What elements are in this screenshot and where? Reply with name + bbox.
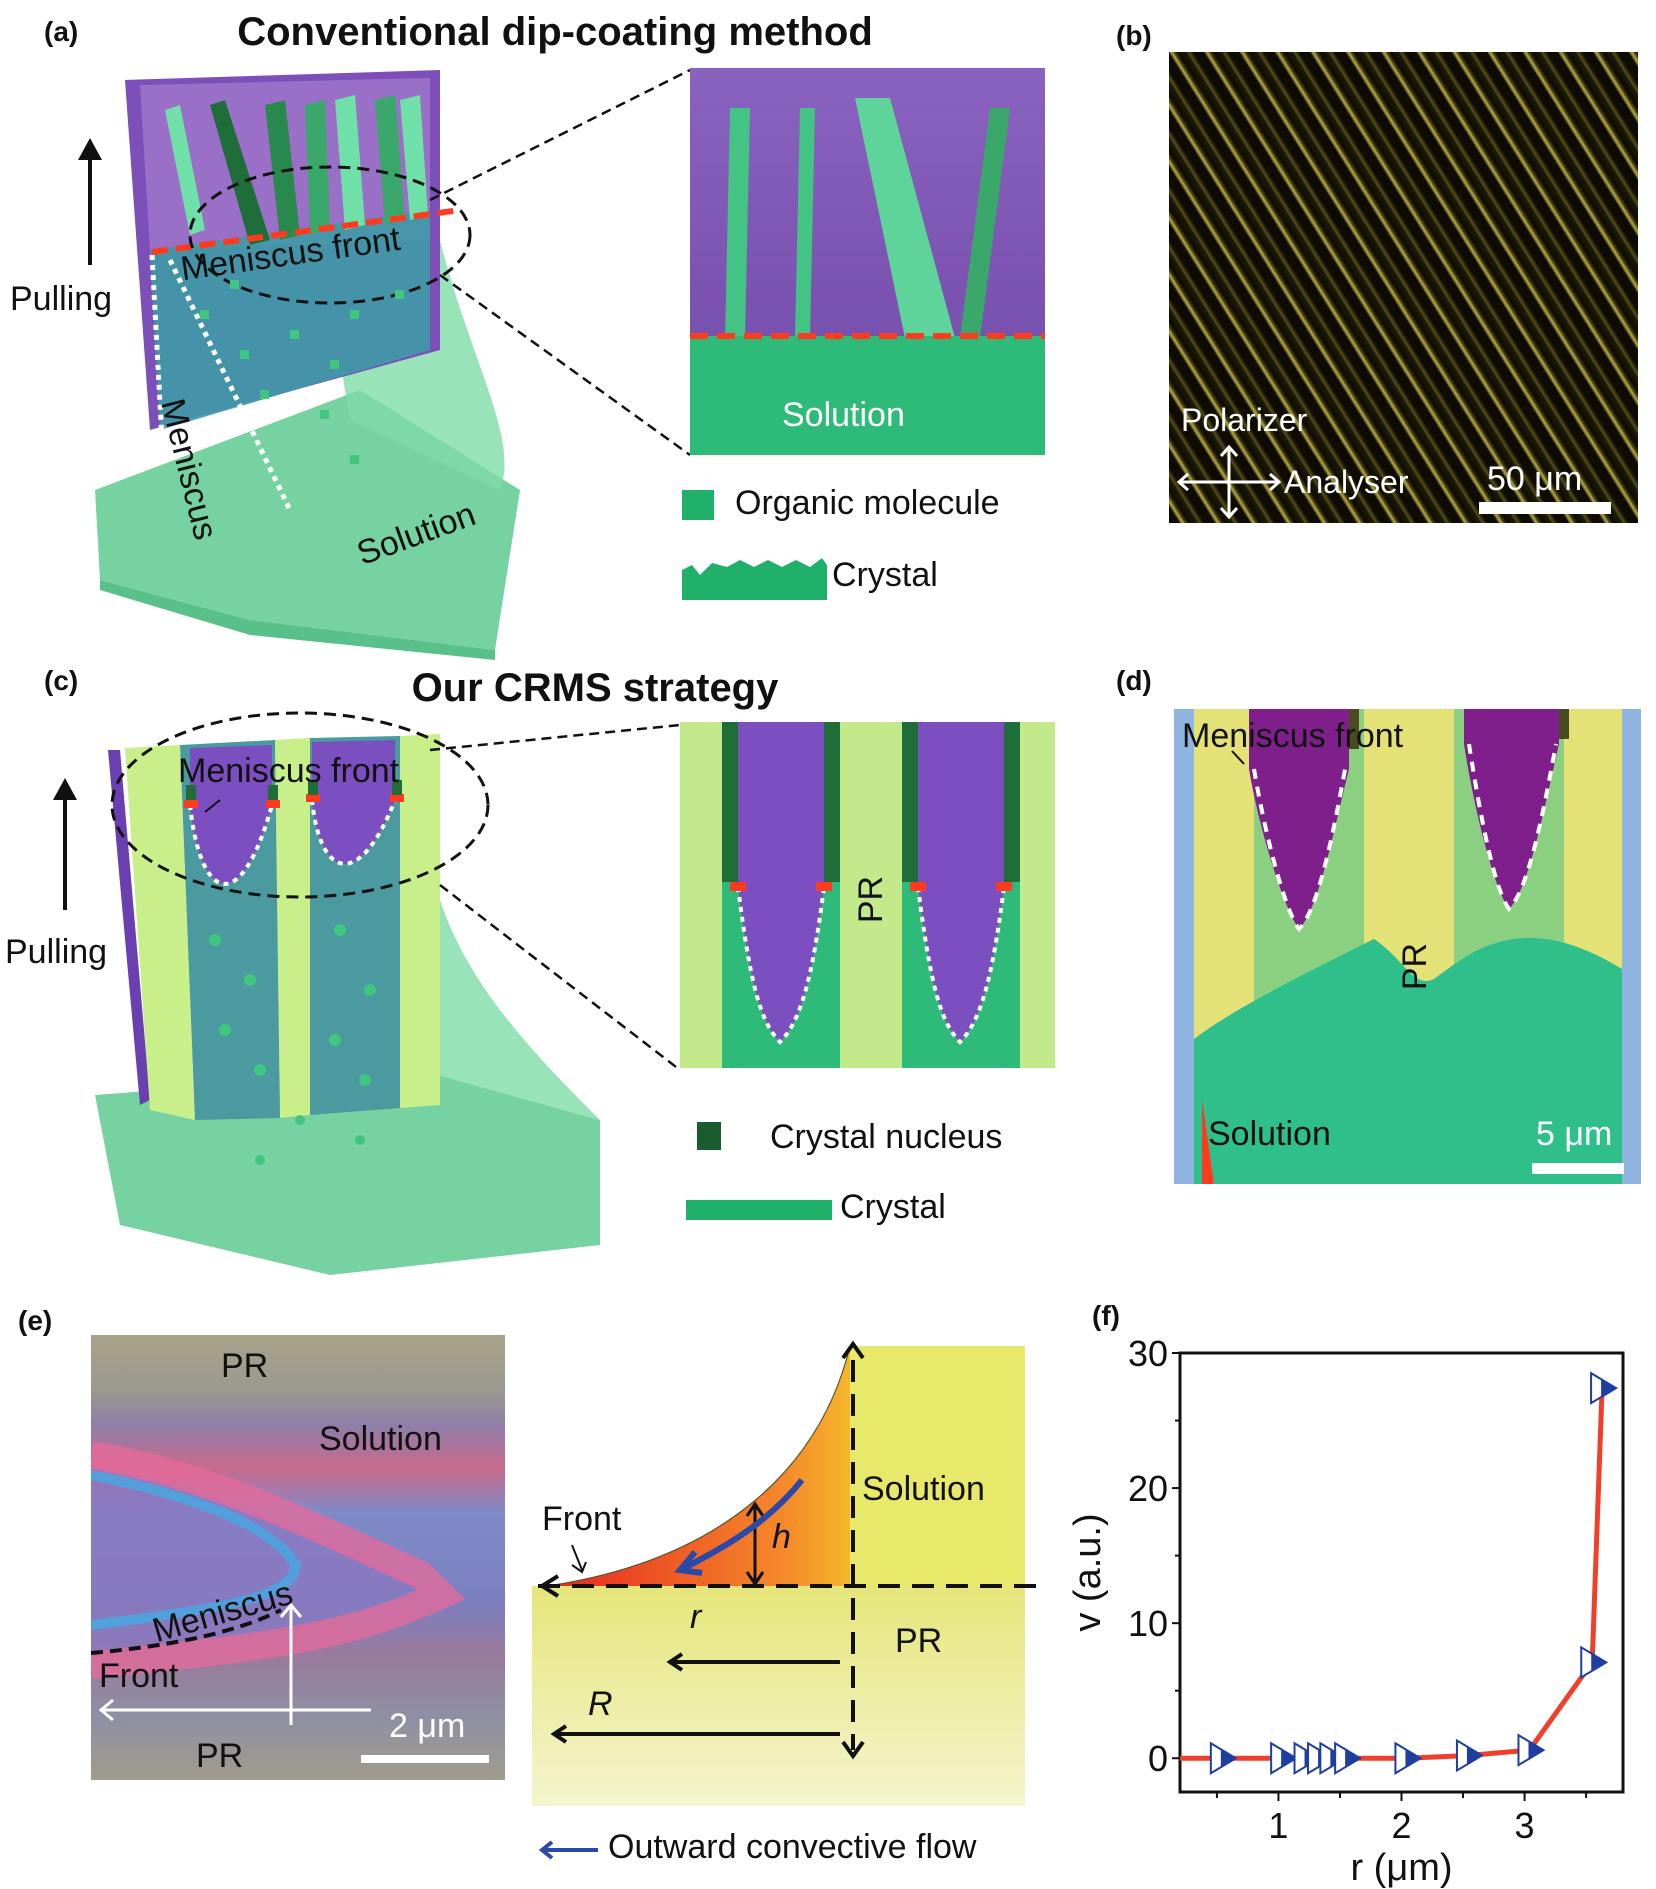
diagram-R-label: R <box>588 1685 613 1723</box>
panel-c-meniscus-front-label: Meniscus front <box>178 752 400 790</box>
panel-c-title: Our CRMS strategy <box>411 666 779 710</box>
diagram-pr-label: PR <box>895 1622 943 1660</box>
y-tick-label: 20 <box>1128 1468 1168 1509</box>
data-point <box>1517 1733 1546 1767</box>
substrate <box>108 750 150 1105</box>
crystal <box>305 100 330 235</box>
data-point <box>1455 1738 1484 1773</box>
x-tick-label: 1 <box>1268 1805 1288 1846</box>
crystal <box>725 108 750 338</box>
panel-f-label: (f) <box>1092 1300 1120 1331</box>
data-point <box>1270 1741 1299 1775</box>
diagram-front-label: Front <box>542 1500 622 1538</box>
x-tick-label: 3 <box>1515 1805 1535 1846</box>
plot-frame <box>1178 1351 1625 1794</box>
panel-d-pr-label: PR <box>1396 942 1435 991</box>
meniscus-diagram <box>532 1340 1040 1806</box>
panel-a-label: (a) <box>44 16 79 47</box>
crystal <box>335 95 365 230</box>
legend-crystal-nucleus-label: Crystal nucleus <box>770 1118 1003 1156</box>
x-axis-label: r (μm) <box>1350 1847 1452 1889</box>
panel-e-front-label: Front <box>99 1657 179 1695</box>
panel-b-scale-bar-label: 50 μm <box>1487 460 1583 498</box>
panel-c-schematic <box>53 711 681 1275</box>
zoom-ellipse <box>110 711 490 899</box>
analyser-label: Analyser <box>1284 464 1409 500</box>
panel-a-schematic <box>78 68 691 660</box>
flow-legend-label: Outward convective flow <box>608 1828 977 1866</box>
crystal <box>960 108 1010 338</box>
x-tick-label: 2 <box>1391 1805 1411 1846</box>
panel-e-pr-bottom-label: PR <box>196 1737 244 1775</box>
polarizer-analyser-cross-icon <box>1176 444 1282 520</box>
data-point <box>1334 1741 1363 1775</box>
legend-organic-molecule-label: Organic molecule <box>735 484 1000 522</box>
panel-b-label: (b) <box>1116 20 1152 51</box>
y-tick-label: 10 <box>1128 1603 1168 1644</box>
data-point <box>1209 1741 1238 1775</box>
panel-c-pulling-label: Pulling <box>5 933 108 971</box>
panel-c-zoom-box: PR <box>680 722 1055 1068</box>
polarized-micrograph: Polarizer Analyser 50 μm <box>1169 52 1638 523</box>
panel-a-zoom-box: Solution <box>690 68 1045 455</box>
panel-e-pr-top-label: PR <box>221 1347 269 1385</box>
legend-crystal-swatch <box>682 558 827 600</box>
panel-d-label: (d) <box>1116 665 1152 696</box>
diagram-r-label: r <box>690 1598 702 1636</box>
data-point <box>1580 1645 1609 1680</box>
crystal <box>855 98 955 338</box>
panel-e-scale-bar-label: 2 μm <box>389 1707 466 1745</box>
interference-image-e: PR Solution Meniscus Front PR 2 μm <box>91 1335 505 1780</box>
panel-a-zoom-solution-label: Solution <box>782 396 905 434</box>
crystal <box>210 100 270 245</box>
crystal <box>165 105 205 235</box>
simulation-image-d: Meniscus front PR Solution 5 μm <box>1174 709 1641 1184</box>
crystal <box>375 95 405 225</box>
data-point <box>1590 1371 1619 1405</box>
panel-a-pulling-label: Pulling <box>10 280 113 318</box>
panel-d-scale-bar-label: 5 μm <box>1536 1115 1613 1153</box>
y-tick-label: 30 <box>1128 1333 1168 1374</box>
y-tick-label: 0 <box>1148 1738 1168 1779</box>
solution-bath <box>95 390 520 650</box>
diagram-solution-label: Solution <box>862 1470 985 1508</box>
zoom-ellipse <box>188 165 472 305</box>
panel-e-solution-label: Solution <box>319 1420 442 1458</box>
panel-b-scale-bar <box>1479 502 1611 514</box>
solution-bath <box>95 1070 600 1275</box>
panel-d-meniscus-front-label: Meniscus front <box>1182 717 1404 755</box>
crystal <box>795 108 815 338</box>
legend-crystal-label-c: Crystal <box>840 1188 946 1226</box>
flow-legend-arrow-icon <box>538 1840 598 1860</box>
velocity-chart: 0 10 20 30 1 2 3 r (μm) v (a.u.) <box>1067 1333 1625 1889</box>
panel-d-solution-label: Solution <box>1208 1115 1331 1153</box>
legend-crystal-label: Crystal <box>832 556 938 594</box>
panel-c-label: (c) <box>44 665 79 696</box>
panel-c-zoom-pr-label: PR <box>852 875 891 924</box>
legend-crystal-bar-swatch <box>686 1200 832 1220</box>
diagram-h-label: h <box>772 1518 791 1556</box>
legend-crystal-nucleus-swatch <box>697 1122 721 1150</box>
data-point <box>1394 1741 1423 1775</box>
pr-layer <box>532 1586 1025 1806</box>
legend-organic-molecule-swatch <box>682 490 714 520</box>
convective-flow-arrow <box>678 1478 805 1573</box>
meniscus-front-line <box>151 207 461 255</box>
crystal <box>400 95 428 220</box>
panel-e-label: (e) <box>18 1305 53 1336</box>
y-axis-label: v (a.u.) <box>1067 1513 1109 1631</box>
meniscus-sheet <box>420 900 600 1120</box>
panel-a-title: Conventional dip-coating method <box>237 10 873 54</box>
polarizer-label: Polarizer <box>1181 402 1308 438</box>
